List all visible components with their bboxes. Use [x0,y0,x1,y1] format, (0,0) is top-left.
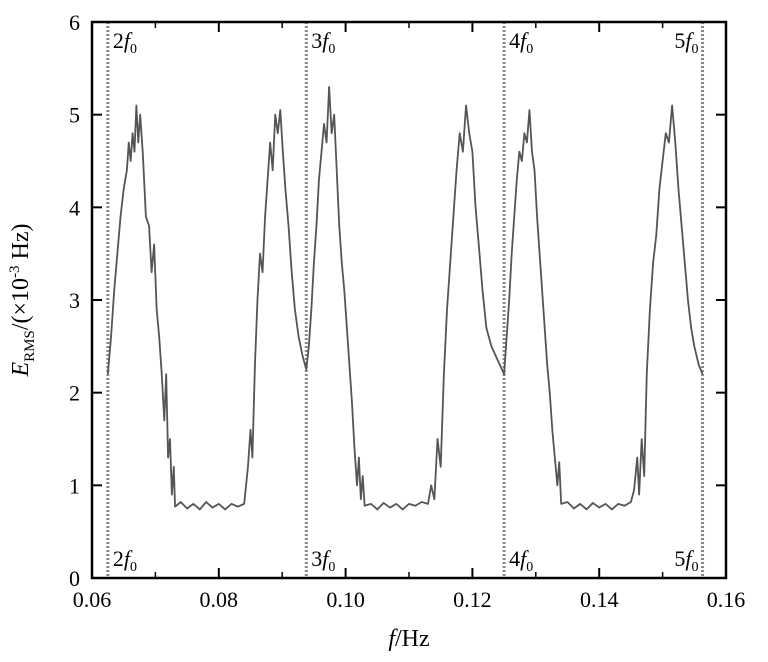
y-axis-title-post: Hz) [8,223,34,265]
x-axis-title: f/Hz [388,626,429,652]
y-tick-label-1: 1 [69,473,80,498]
y-tick-label-0: 0 [69,566,80,591]
tick-labels: 0.06 0.08 0.10 0.12 0.14 0.16 0 1 2 3 4 5 6 [69,10,745,612]
x-axis-title-italic: f [388,626,398,652]
reference-label-0-bottom: 2f0 [113,546,137,575]
reference-label-3-top: 5f0 [674,28,698,57]
reference-label-2-top: 4f0 [509,28,533,57]
ticks [91,21,727,579]
y-axis-title: ERMS/(×10-3 Hz) [7,223,38,377]
reference-label-1-top: 3f0 [311,28,335,57]
x-tick-label-5: 0.16 [707,587,746,612]
x-tick-label-0: 0.06 [73,587,112,612]
x-tick-label-2: 0.10 [326,587,365,612]
y-axis-title-subscript: RMS [22,330,38,362]
reference-label-1-bottom: 3f0 [311,546,335,575]
x-tick-label-3: 0.12 [453,587,492,612]
y-tick-label-6: 6 [69,10,80,35]
y-axis-title-italic: E [8,362,34,378]
y-axis-title-sup: -3 [7,265,23,278]
ref-lines [106,22,705,578]
reference-label-3-bottom: 5f0 [674,546,698,575]
ref-labels: 2f0 2f0 3f0 3f0 4f0 4f0 5f0 5f0 [113,28,699,575]
x-axis-title-rest: /Hz [395,626,430,652]
y-axis-title-pre: /(×10 [8,278,34,330]
y-tick-label-4: 4 [69,195,80,220]
reference-label-0-top: 2f0 [113,28,137,57]
y-tick-label-2: 2 [69,381,80,406]
x-tick-label-4: 0.14 [580,587,619,612]
series-line-0 [106,85,704,511]
y-tick-label-5: 5 [69,103,80,128]
reference-label-2-bottom: 4f0 [509,546,533,575]
y-tick-label-3: 3 [69,288,80,313]
x-tick-label-1: 0.08 [200,587,239,612]
series-group [106,85,704,511]
plot-frame [90,20,728,580]
